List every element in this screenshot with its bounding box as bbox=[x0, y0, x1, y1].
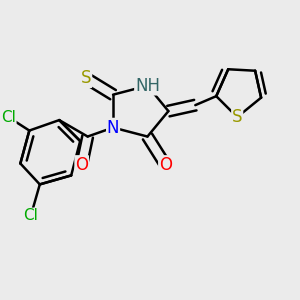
Text: O: O bbox=[75, 156, 88, 174]
Text: N: N bbox=[107, 118, 119, 136]
Text: Cl: Cl bbox=[23, 208, 38, 223]
Text: S: S bbox=[81, 69, 92, 87]
Text: NH: NH bbox=[135, 77, 160, 95]
Text: O: O bbox=[159, 156, 172, 174]
Text: S: S bbox=[232, 108, 242, 126]
Text: Cl: Cl bbox=[1, 110, 16, 124]
